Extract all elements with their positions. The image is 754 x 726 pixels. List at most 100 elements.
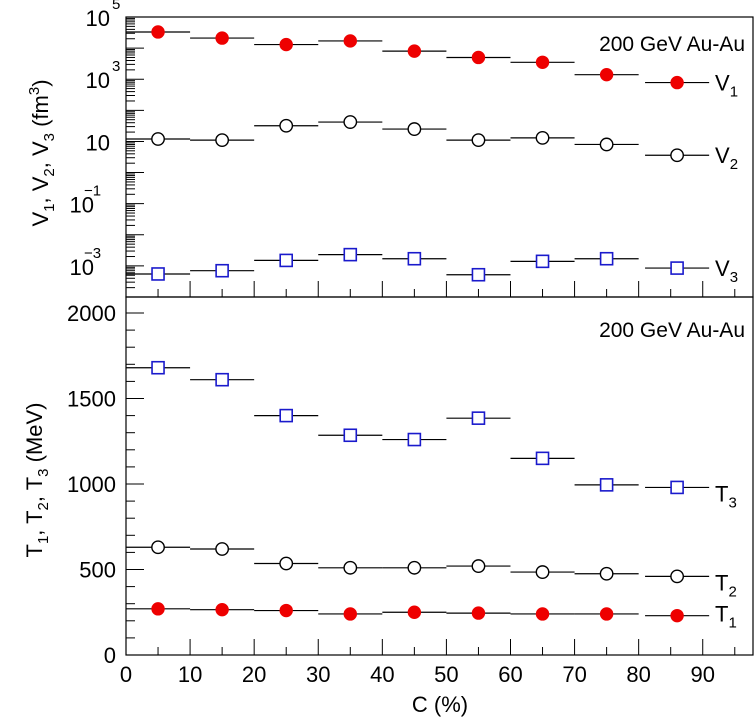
y-tick-exponent: 3 — [112, 58, 120, 75]
y-tick-label: 10 — [86, 6, 110, 31]
series-label-t2: T2 — [715, 570, 737, 600]
x-tick-label: 0 — [120, 662, 132, 687]
y-tick-label: 10 — [70, 193, 94, 218]
marker-open-square — [670, 261, 684, 275]
y-tick-label: 2000 — [67, 301, 116, 326]
y-tick-label: 10 — [86, 68, 110, 93]
marker-open-square — [471, 267, 486, 282]
y-axis-label-temperature: T1, T2, T3 (MeV) — [22, 402, 52, 557]
marker-open-square — [407, 251, 422, 266]
annotation-label: 200 GeV Au-Au — [599, 319, 745, 342]
y-tick-exponent: −1 — [84, 183, 101, 200]
marker-filled-circle — [535, 607, 550, 621]
marker-open-square — [279, 253, 294, 268]
y-tick-label: 1500 — [67, 387, 116, 412]
bottom-plot-frame — [125, 296, 754, 656]
marker-open-square — [535, 451, 550, 466]
marker-open-circle — [535, 130, 550, 145]
marker-open-circle — [407, 122, 422, 136]
marker-filled-circle — [279, 603, 293, 618]
x-tick-label: 40 — [370, 662, 394, 687]
marker-open-circle — [407, 560, 422, 575]
y-tick-label: 10 — [70, 255, 94, 280]
marker-filled-circle — [535, 55, 550, 69]
series-t1 — [126, 602, 710, 623]
x-tick-label: 70 — [562, 662, 586, 687]
x-tick-label: 30 — [306, 662, 330, 687]
series-v1 — [126, 25, 710, 90]
y-axis-label-volume: V1, V2, V3 (fm3) — [26, 79, 58, 226]
marker-open-circle — [535, 565, 550, 579]
temperature-panel: 0 500 1000 1500 2000 0 10 20 30 40 50 60 70 80 90 C (%)… — [22, 296, 754, 717]
marker-open-square — [215, 372, 229, 387]
series-v2 — [126, 115, 710, 163]
marker-filled-circle — [343, 34, 357, 48]
series-label-v1: V1 — [715, 71, 738, 101]
y-tick-exponent: 5 — [112, 0, 120, 13]
series-label-v3: V3 — [715, 256, 738, 286]
series-v3 — [126, 247, 710, 282]
marker-open-circle — [215, 542, 230, 556]
y-tick-label: 1000 — [67, 472, 116, 497]
marker-open-circle — [471, 133, 486, 148]
marker-open-circle — [279, 556, 294, 571]
y-tick-label: 0 — [104, 643, 116, 668]
marker-open-circle — [343, 560, 358, 575]
annotation-label: 200 GeV Au-Au — [599, 33, 745, 56]
marker-filled-circle — [151, 602, 165, 616]
marker-filled-circle — [599, 607, 614, 621]
marker-open-square — [471, 411, 486, 425]
marker-open-circle — [215, 133, 230, 148]
x-tick-label: 90 — [690, 662, 714, 687]
marker-filled-circle — [471, 606, 486, 620]
marker-open-circle — [599, 137, 614, 152]
marker-open-square — [215, 263, 229, 278]
series-t2 — [126, 540, 710, 584]
x-tick-label: 80 — [626, 662, 650, 687]
marker-open-circle — [279, 118, 294, 133]
marker-open-circle — [151, 132, 165, 146]
marker-open-square — [599, 478, 614, 492]
series-label-t3: T3 — [715, 481, 737, 511]
x-tick-label: 20 — [242, 662, 266, 687]
x-tick-label: 50 — [434, 662, 458, 687]
y-tick-exponent: −3 — [84, 245, 101, 262]
marker-filled-circle — [407, 605, 422, 619]
marker-filled-circle — [343, 607, 357, 621]
marker-filled-circle — [599, 67, 614, 82]
marker-filled-circle — [215, 31, 229, 45]
marker-open-square — [279, 408, 294, 423]
marker-open-square — [407, 432, 422, 447]
marker-open-square — [535, 254, 550, 269]
marker-open-circle — [599, 566, 614, 581]
marker-open-circle — [343, 115, 358, 129]
y-tick-label: 10 — [86, 130, 110, 155]
marker-filled-circle — [151, 25, 165, 39]
marker-open-square — [343, 247, 358, 262]
x-axis-label: C (%) — [412, 692, 468, 717]
marker-filled-circle — [670, 608, 684, 623]
marker-open-square — [151, 267, 165, 281]
series-label-t1: T1 — [715, 602, 737, 632]
marker-open-square — [599, 251, 614, 266]
x-tick-label: 60 — [498, 662, 522, 687]
marker-filled-circle — [407, 44, 422, 58]
marker-filled-circle — [670, 75, 684, 90]
marker-open-circle — [471, 559, 486, 573]
marker-filled-circle — [279, 37, 293, 52]
marker-open-circle — [670, 148, 685, 163]
series-label-v2: V2 — [715, 143, 738, 173]
marker-open-circle — [151, 540, 165, 555]
x-tick-label: 10 — [178, 662, 202, 687]
top-plot-frame — [125, 16, 754, 298]
series-t3 — [126, 360, 710, 495]
marker-filled-circle — [471, 50, 486, 65]
y-tick-label: 500 — [79, 558, 116, 583]
marker-open-square — [343, 428, 358, 443]
marker-open-square — [670, 480, 684, 495]
marker-filled-circle — [215, 602, 229, 617]
marker-open-square — [151, 360, 165, 375]
marker-open-circle — [670, 569, 685, 584]
